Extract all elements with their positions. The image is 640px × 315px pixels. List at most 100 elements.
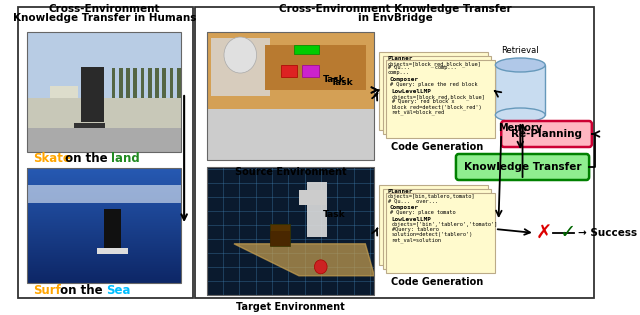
Bar (28, 202, 181, 203)
Bar (28, 245, 181, 247)
Bar (28, 266, 181, 268)
Bar (28, 232, 181, 233)
Bar (28, 220, 181, 222)
Bar (141, 68, 144, 98)
Text: # Qu...        comp...: # Qu... comp... (388, 66, 457, 71)
Bar (28, 219, 181, 220)
Bar (28, 262, 181, 264)
Bar (28, 203, 181, 205)
Bar (133, 68, 137, 98)
Text: comp...: comp... (388, 70, 410, 75)
Bar (28, 225, 181, 226)
Text: # Query: place tomato: # Query: place tomato (390, 210, 456, 215)
Bar (294, 45, 319, 54)
Text: ✗: ✗ (536, 224, 552, 243)
Text: Planner: Planner (388, 56, 413, 61)
Bar (19, 7, 193, 298)
Text: Task: Task (323, 210, 346, 219)
Bar (28, 237, 181, 238)
Bar (28, 256, 181, 258)
Bar (28, 249, 181, 251)
Bar (28, 176, 181, 178)
Bar (28, 215, 181, 216)
Bar (271, 231, 291, 246)
Bar (28, 255, 181, 256)
Bar (28, 273, 181, 275)
Bar (28, 238, 181, 240)
Text: Sea: Sea (106, 284, 131, 296)
Bar (28, 173, 181, 174)
Text: Knowledge Transfer in Humans: Knowledge Transfer in Humans (13, 13, 196, 23)
Text: # Query: place the red block: # Query: place the red block (390, 82, 477, 87)
Bar (28, 32, 181, 152)
Bar (28, 259, 181, 260)
Bar (495, 65, 545, 115)
Bar (155, 68, 159, 98)
Bar (28, 249, 181, 250)
Bar (28, 170, 181, 172)
Bar (28, 190, 181, 191)
Bar (28, 265, 181, 266)
Bar (28, 234, 181, 236)
Bar (170, 68, 173, 98)
Bar (28, 240, 181, 242)
Bar (28, 278, 181, 280)
Bar (28, 239, 181, 241)
Bar (81, 67, 104, 122)
Bar (148, 68, 152, 98)
Bar (111, 68, 115, 98)
Text: Target Environment: Target Environment (236, 302, 345, 312)
Bar (280, 65, 298, 77)
Bar (28, 257, 181, 259)
Bar (28, 274, 181, 276)
Bar (28, 208, 181, 209)
Bar (28, 180, 181, 181)
Bar (28, 205, 181, 207)
Text: in EnvBridge: in EnvBridge (358, 13, 433, 23)
Bar (28, 169, 181, 171)
Bar (386, 193, 495, 273)
Bar (28, 280, 181, 282)
Bar (207, 32, 374, 160)
Bar (28, 186, 181, 188)
Bar (28, 213, 181, 214)
Bar (28, 250, 181, 252)
Bar (97, 248, 129, 254)
Bar (307, 182, 327, 238)
Circle shape (314, 260, 327, 274)
Bar (28, 204, 181, 206)
Bar (74, 123, 106, 128)
Text: objects=['bin','tablero','tomato']: objects=['bin','tablero','tomato'] (392, 222, 498, 227)
Ellipse shape (495, 58, 545, 72)
Bar (28, 175, 181, 176)
Bar (28, 270, 181, 271)
Text: LowLevelLMP: LowLevelLMP (392, 217, 431, 222)
Text: Cross-Environment: Cross-Environment (49, 4, 160, 14)
Bar (28, 207, 181, 208)
Bar (28, 168, 181, 169)
Bar (28, 254, 181, 255)
Bar (28, 197, 181, 198)
Bar (177, 68, 180, 98)
Bar (28, 171, 181, 173)
Bar (379, 185, 488, 265)
Bar (207, 167, 374, 295)
Bar (28, 277, 181, 278)
Bar (28, 276, 181, 277)
Bar (104, 209, 121, 249)
Bar (28, 220, 181, 221)
Text: LowLevelLMP: LowLevelLMP (392, 89, 431, 94)
Bar (28, 272, 181, 273)
Bar (28, 224, 181, 225)
Bar (28, 261, 181, 262)
Bar (386, 60, 495, 138)
Bar (28, 192, 181, 194)
Bar (28, 267, 181, 269)
Bar (28, 209, 181, 210)
Text: Source Environment: Source Environment (235, 167, 346, 177)
Text: Cross-Environment Knowledge Transfer: Cross-Environment Knowledge Transfer (279, 4, 511, 14)
Bar (28, 282, 181, 283)
Bar (28, 272, 181, 274)
Bar (28, 264, 181, 265)
Bar (28, 242, 181, 243)
